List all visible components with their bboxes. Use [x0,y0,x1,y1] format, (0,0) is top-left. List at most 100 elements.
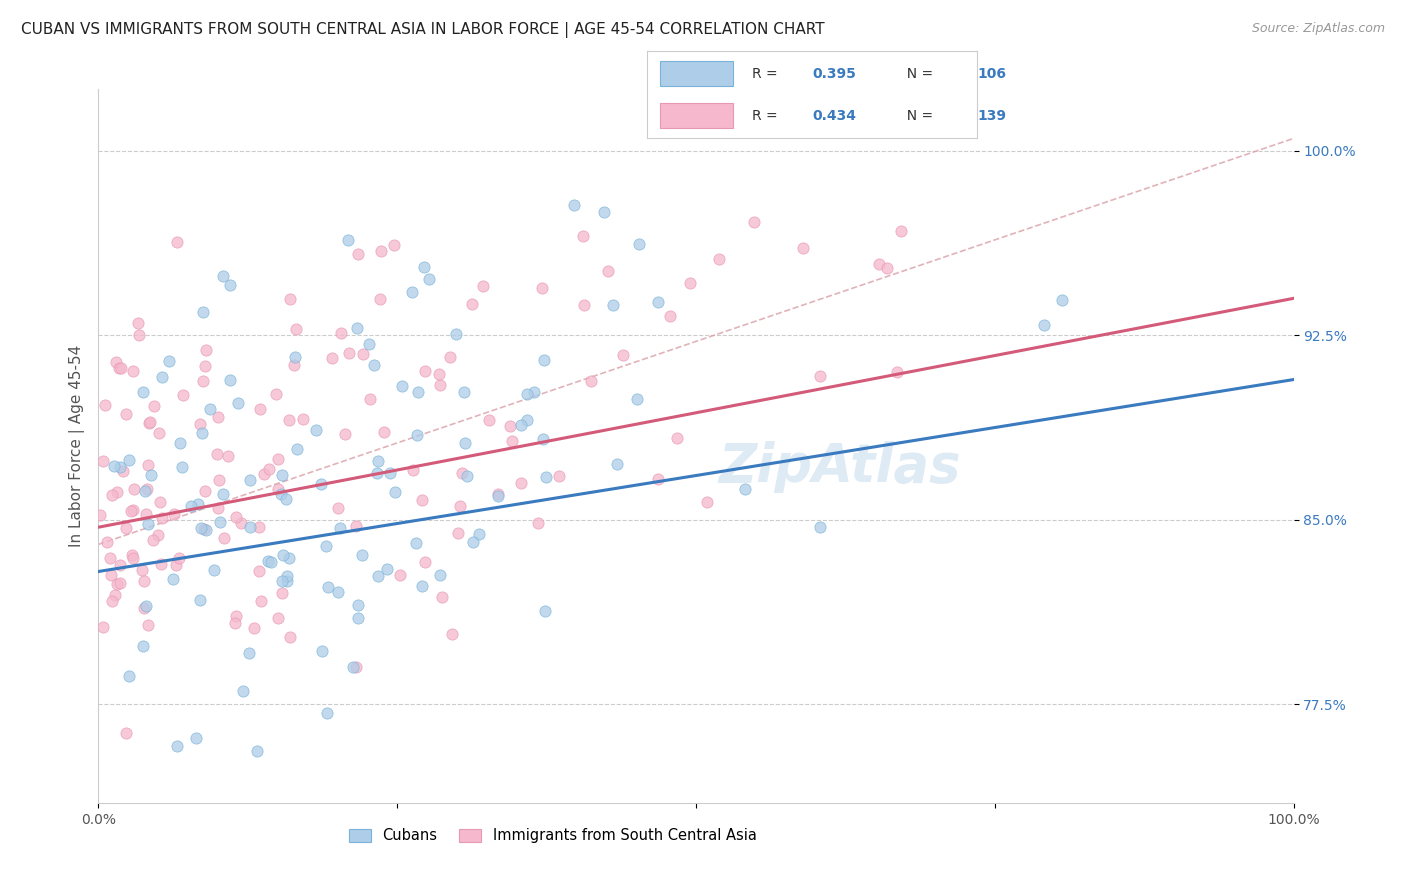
Point [346,321,368,335]
Point [531,432,554,446]
Point [367,569,389,583]
Point [118,669,141,683]
Point [165,558,187,573]
Point [142,533,165,547]
Point [104,355,127,369]
Point [350,548,373,562]
Point [266,451,288,466]
Point [277,550,299,565]
Point [122,482,145,496]
Point [276,574,298,589]
Point [190,521,212,535]
Point [526,516,548,531]
Point [742,215,765,229]
Point [391,379,413,393]
Point [107,360,129,375]
Point [346,598,368,612]
Point [530,280,553,294]
Point [198,402,221,417]
Point [121,364,143,378]
Point [283,350,305,364]
Point [115,521,138,535]
Point [330,326,353,341]
Point [344,660,367,674]
Point [326,585,349,599]
Point [122,502,145,516]
Point [193,304,215,318]
Point [411,492,433,507]
Point [115,726,138,740]
Point [346,611,368,625]
Point [143,399,166,413]
Point [98,550,121,565]
Point [564,198,586,212]
Point [207,500,229,515]
Point [249,401,271,416]
Text: 0.395: 0.395 [813,67,856,80]
Point [149,558,172,572]
Point [328,501,350,516]
Point [647,294,669,309]
Point [218,277,240,292]
Point [499,418,522,433]
Point [139,416,162,430]
Point [666,431,689,445]
Point [373,425,395,439]
Point [876,261,898,276]
Point [321,351,343,365]
Point [413,260,436,274]
Point [226,395,249,409]
Point [108,460,131,475]
Point [217,449,239,463]
Point [287,442,309,456]
Point [180,499,202,513]
Point [243,621,266,635]
Point [167,550,190,565]
Point [367,454,389,468]
Point [149,495,172,509]
Point [131,563,153,577]
Point [138,417,160,431]
Point [267,611,290,625]
Point [454,436,477,450]
Point [194,343,217,357]
Point [132,385,155,400]
Point [440,627,463,641]
Point [136,618,159,632]
Text: 0.434: 0.434 [813,109,856,122]
Point [105,577,128,591]
Point [548,469,571,483]
Point [336,233,359,247]
Point [166,739,188,754]
Text: 106: 106 [977,67,1007,80]
Point [120,504,142,518]
Point [247,520,270,534]
Point [626,392,648,406]
Point [278,292,301,306]
Point [232,683,254,698]
Bar [659,62,733,86]
Point [808,368,831,383]
Point [132,600,155,615]
Point [276,569,298,583]
Point [138,517,160,532]
Point [114,407,136,421]
Point [418,272,440,286]
Text: CUBAN VS IMMIGRANTS FROM SOUTH CENTRAL ASIA IN LABOR FORCE | AGE 45-54 CORRELATI: CUBAN VS IMMIGRANTS FROM SOUTH CENTRAL A… [21,22,825,38]
Point [890,224,912,238]
Point [368,292,391,306]
Point [135,599,157,613]
Point [267,482,290,496]
Legend: Cubans, Immigrants from South Central Asia: Cubans, Immigrants from South Central As… [343,822,762,849]
Point [280,630,302,644]
Point [366,467,388,481]
Point [378,467,401,481]
Point [533,352,555,367]
Point [194,484,217,499]
Point [89,508,111,522]
Point [627,236,650,251]
Point [172,460,194,475]
Point [430,590,453,604]
Text: 139: 139 [977,109,1007,122]
Point [309,476,332,491]
